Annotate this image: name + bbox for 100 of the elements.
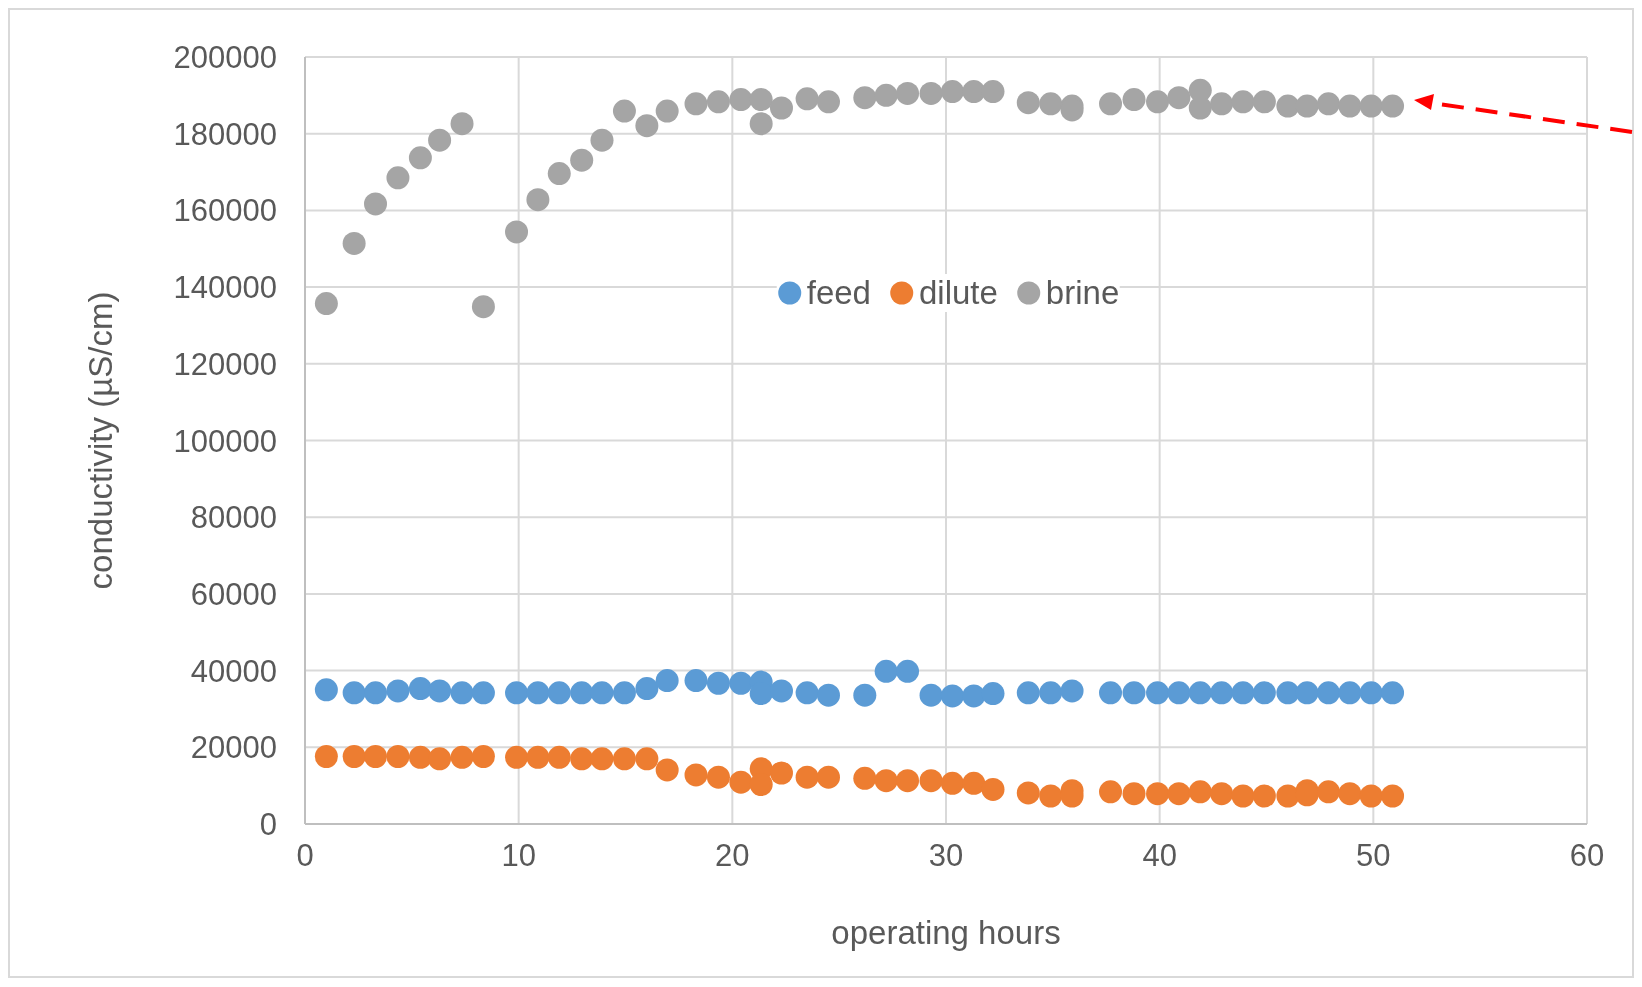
point — [1276, 681, 1300, 705]
point — [1146, 782, 1170, 806]
point — [816, 765, 840, 789]
point — [450, 745, 474, 769]
point — [940, 771, 964, 795]
point — [729, 671, 753, 695]
y-tick-label: 100000 — [173, 423, 277, 459]
point — [408, 146, 432, 170]
y-tick-label: 200000 — [173, 40, 277, 76]
point — [1231, 681, 1255, 705]
point — [1338, 94, 1362, 118]
point — [570, 681, 594, 705]
point — [1316, 780, 1340, 804]
x-tick-label: 0 — [296, 838, 314, 874]
point — [547, 745, 571, 769]
point — [749, 88, 773, 112]
point — [1210, 681, 1234, 705]
x-axis-title: operating hours — [831, 914, 1061, 951]
y-tick-label: 0 — [259, 807, 277, 843]
point — [1231, 90, 1255, 114]
point — [1039, 784, 1063, 808]
point — [364, 681, 388, 705]
point — [919, 81, 943, 105]
point — [526, 681, 550, 705]
point — [408, 745, 432, 769]
point — [1099, 92, 1123, 116]
point — [816, 90, 840, 114]
point — [1210, 782, 1234, 806]
point — [1295, 94, 1319, 118]
point — [314, 292, 338, 316]
legend-label: dilute — [918, 273, 998, 312]
point — [428, 128, 452, 152]
point — [1210, 92, 1234, 116]
point — [1252, 681, 1276, 705]
point — [471, 295, 495, 319]
point — [1276, 94, 1300, 118]
point — [1188, 681, 1212, 705]
x-tick-label: 30 — [928, 838, 964, 874]
point — [1122, 88, 1146, 112]
legend-label: feed — [806, 273, 871, 312]
point — [684, 763, 708, 787]
point — [981, 682, 1005, 706]
point — [612, 747, 636, 771]
y-tick-label: 80000 — [190, 500, 277, 536]
point — [1146, 681, 1170, 705]
point — [795, 765, 819, 789]
legend-label: brine — [1045, 273, 1120, 312]
point — [1252, 784, 1276, 808]
point — [1359, 784, 1383, 808]
point — [684, 669, 708, 693]
point — [655, 99, 679, 123]
point — [471, 681, 495, 705]
point — [1167, 782, 1191, 806]
point — [1099, 681, 1123, 705]
point — [314, 678, 338, 702]
point — [1122, 782, 1146, 806]
point — [729, 770, 753, 794]
point — [1167, 681, 1191, 705]
point — [874, 769, 898, 793]
point — [896, 81, 920, 105]
point — [749, 773, 773, 796]
point — [706, 90, 730, 114]
point — [1016, 681, 1040, 705]
point — [1316, 92, 1340, 116]
point — [940, 80, 964, 104]
point — [1359, 94, 1383, 118]
point — [428, 747, 452, 771]
point — [896, 769, 920, 793]
y-tick-label: 40000 — [190, 653, 277, 689]
point — [1016, 91, 1040, 115]
point — [1381, 94, 1405, 118]
point — [853, 86, 877, 110]
point — [706, 671, 730, 695]
point — [590, 747, 614, 771]
point — [1039, 92, 1063, 116]
point — [1295, 681, 1319, 705]
point — [962, 80, 986, 104]
point — [769, 679, 793, 703]
point — [505, 681, 529, 705]
point — [590, 128, 614, 152]
point — [853, 683, 877, 707]
point — [962, 684, 986, 708]
y-tick-label: 180000 — [173, 116, 277, 152]
point — [1146, 90, 1170, 114]
point — [505, 220, 529, 244]
point — [570, 148, 594, 172]
point — [981, 80, 1005, 104]
point — [471, 745, 495, 768]
x-tick-label: 40 — [1142, 838, 1177, 874]
point — [684, 92, 708, 116]
point — [1167, 86, 1191, 110]
point — [655, 669, 679, 693]
point — [1099, 780, 1123, 804]
point — [919, 683, 943, 707]
point — [547, 681, 571, 705]
point — [896, 659, 920, 683]
point — [450, 112, 474, 136]
point — [1060, 679, 1084, 703]
point — [1252, 90, 1276, 114]
point — [386, 745, 410, 768]
